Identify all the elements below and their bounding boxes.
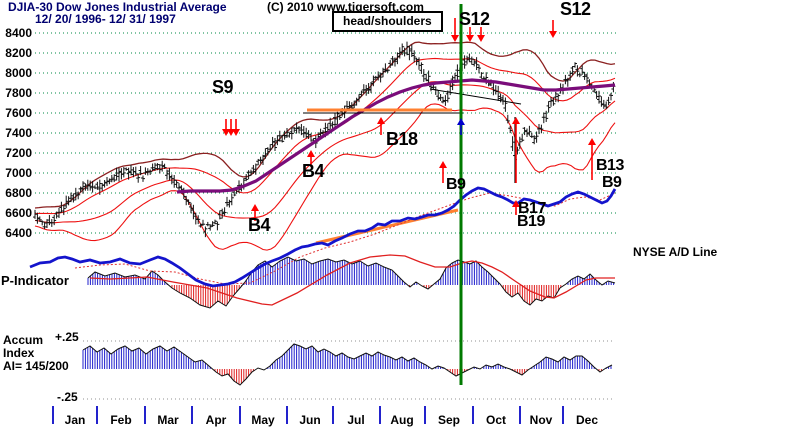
price-tick-label: 6400 [5, 226, 32, 240]
signal-annotation-b13: B13 [596, 157, 624, 174]
signal-annotation-b9: B9 [602, 174, 622, 191]
plus-25-label: +.25 [55, 330, 79, 344]
price-tick-label: 7000 [5, 166, 32, 180]
month-label-aug: Aug [390, 413, 414, 427]
price-tick-label: 8400 [5, 26, 32, 40]
ai-ratio-label: AI= 145/200 [3, 359, 69, 373]
month-label-may: May [251, 413, 275, 427]
month-label-jun: Jun [299, 413, 321, 427]
signal-annotation-b9: B9 [446, 176, 466, 193]
month-label-dec: Dec [575, 413, 599, 427]
signal-annotation-b4: B4 [248, 215, 271, 235]
month-label-jan: Jan [64, 413, 86, 427]
minus-25-label: -.25 [57, 390, 78, 404]
signal-annotation-s9: S9 [212, 77, 234, 97]
month-label-jul: Jul [347, 413, 365, 427]
signal-annotation-b19: B19 [517, 213, 545, 230]
p-indicator-label: P-Indicator [1, 273, 69, 288]
price-tick-label: 7800 [5, 86, 32, 100]
nyse-ad-line-label: NYSE A/D Line [633, 245, 718, 259]
price-tick-label: 8000 [5, 66, 32, 80]
accum-label: Accum [3, 333, 44, 347]
price-tick-label: 7400 [5, 126, 32, 140]
price-tick-label: 7200 [5, 146, 32, 160]
month-label-oct: Oct [485, 413, 507, 427]
copyright: (C) 2010 www.tigersoft.com [267, 0, 424, 14]
date-range: 12/ 20/ 1996- 12/ 31/ 1997 [35, 12, 176, 26]
signal-annotation-b4: B4 [302, 161, 325, 181]
month-label-apr: Apr [205, 413, 227, 427]
index-label: Index [3, 346, 35, 360]
signal-annotation-s12: S12 [459, 9, 490, 29]
signal-annotation-b18: B18 [386, 129, 418, 149]
month-label-sep: Sep [437, 413, 461, 427]
signal-annotation-b17: B17 [518, 200, 546, 217]
price-tick-label: 6600 [5, 206, 32, 220]
month-label-nov: Nov [529, 413, 553, 427]
price-tick-label: 7600 [5, 106, 32, 120]
signal-annotation-s12: S12 [560, 0, 591, 19]
month-label-feb: Feb [110, 413, 132, 427]
month-label-mar: Mar [157, 413, 179, 427]
head-shoulders-label-box: head/shoulders [332, 11, 443, 32]
price-tick-label: 8200 [5, 46, 32, 60]
chart-title: DJIA-30 Dow Jones Industrial Average [8, 0, 227, 14]
price-tick-label: 6800 [5, 186, 32, 200]
